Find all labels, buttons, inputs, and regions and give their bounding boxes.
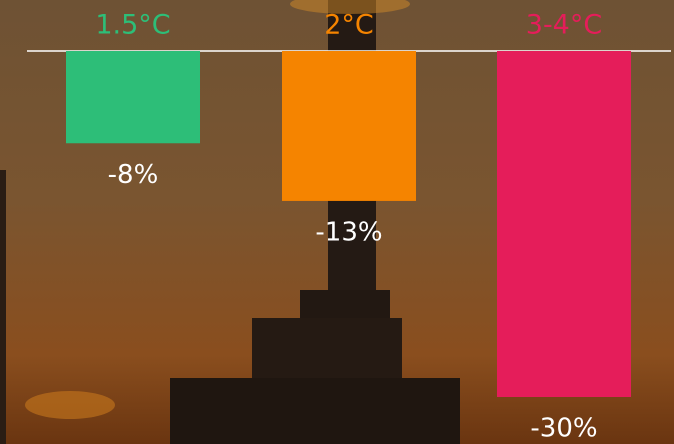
bar [497,51,631,397]
value-label: -8% [108,160,159,190]
category-label: 3-4°C [526,10,602,41]
category-label: 2°C [324,10,374,41]
bar [282,51,416,201]
chart: 1.5°C -8% 2°C -13% 3-4°C -30% [0,0,674,444]
category-label: 1.5°C [95,10,170,41]
value-label: -30% [530,414,597,444]
value-label: -13% [315,217,382,247]
bar [66,51,200,143]
